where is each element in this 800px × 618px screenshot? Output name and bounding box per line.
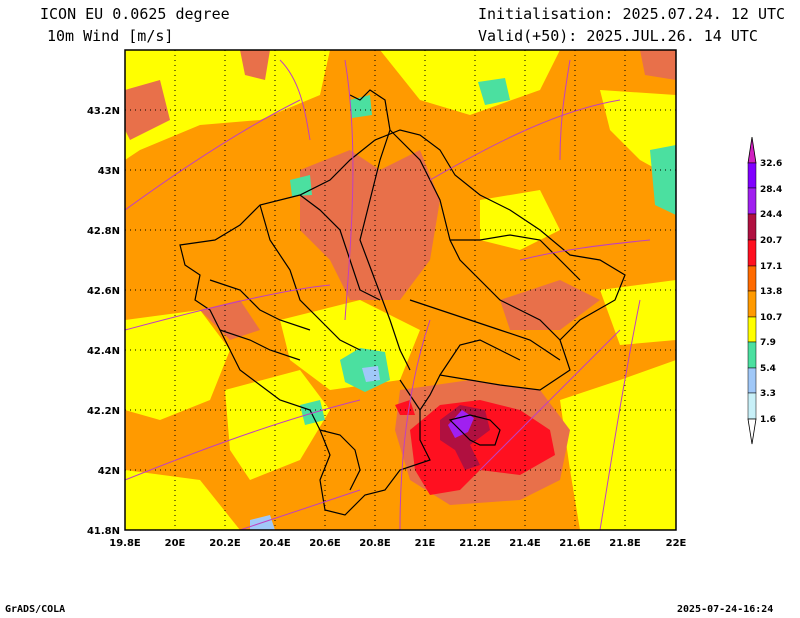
colorbar-segment	[747, 213, 757, 241]
lon-ticks: 19.8E 20E 20.2E 20.4E 20.6E 20.8E 21E 21…	[109, 538, 686, 549]
colorbar-segment	[747, 162, 757, 189]
lon-tick: 20.6E	[309, 538, 341, 549]
lat-tick: 42.4N	[87, 346, 120, 357]
lon-tick: 21.4E	[509, 538, 541, 549]
map-frame	[124, 49, 677, 531]
colorbar-label: 13.8	[760, 287, 782, 297]
lat-tick: 42N	[98, 466, 120, 477]
colorbar-segment	[747, 239, 757, 267]
colorbar-segment	[747, 187, 757, 215]
lat-tick: 42.6N	[87, 286, 120, 297]
lat-tick: 42.8N	[87, 226, 120, 237]
colorbar-label: 24.4	[760, 210, 782, 220]
colorbar-label: 10.7	[760, 313, 782, 323]
lon-tick: 20.2E	[209, 538, 241, 549]
lon-tick: 20E	[165, 538, 186, 549]
lon-tick: 21.8E	[609, 538, 641, 549]
streamlines	[124, 59, 651, 531]
lat-tick: 43N	[98, 166, 120, 177]
lon-tick: 20.4E	[259, 538, 291, 549]
lat-ticks: 41.8N 42N 42.2N 42.4N 42.6N 42.8N 43N 43…	[87, 106, 120, 537]
colorbar: 32.6 28.4 24.4 20.7 17.1 13.8 10.7 7.9 5…	[747, 136, 782, 445]
lon-tick: 20.8E	[359, 538, 391, 549]
lon-tick: 22E	[666, 538, 687, 549]
colorbar-label: 7.9	[760, 338, 776, 348]
lon-tick: 21E	[415, 538, 436, 549]
valid-time: Valid(+50): 2025.JUL.26. 14 UTC	[478, 27, 758, 45]
colorbar-label: 17.1	[760, 262, 782, 272]
colorbar-label: 32.6	[760, 159, 782, 169]
colorbar-segment	[747, 392, 757, 420]
lat-tick: 43.2N	[87, 106, 120, 117]
colorbar-label: 5.4	[760, 364, 776, 374]
render-timestamp: 2025-07-24-16:24	[677, 604, 774, 615]
init-time: Initialisation: 2025.07.24. 12 UTC	[478, 5, 786, 23]
colorbar-bottom-arrow	[747, 418, 757, 445]
colorbar-label: 28.4	[760, 185, 782, 195]
variable-title: 10m Wind [m/s]	[47, 27, 174, 45]
colorbar-segment	[747, 290, 757, 318]
colorbar-label: 20.7	[760, 236, 782, 246]
colorbar-label: 1.6	[760, 415, 776, 425]
colorbar-segment	[747, 367, 757, 394]
lon-tick: 21.2E	[459, 538, 491, 549]
colorbar-segment	[747, 316, 757, 343]
lon-tick: 21.6E	[559, 538, 591, 549]
colorbar-label: 3.3	[760, 389, 776, 399]
lat-tick: 41.8N	[87, 526, 120, 537]
lon-tick: 19.8E	[109, 538, 141, 549]
software-credit: GrADS/COLA	[5, 604, 66, 615]
colorbar-segment	[747, 265, 757, 292]
colorbar-top-arrow	[747, 136, 757, 164]
model-title: ICON EU 0.0625 degree	[40, 5, 230, 23]
colorbar-segment	[747, 341, 757, 369]
lat-tick: 42.2N	[87, 406, 120, 417]
